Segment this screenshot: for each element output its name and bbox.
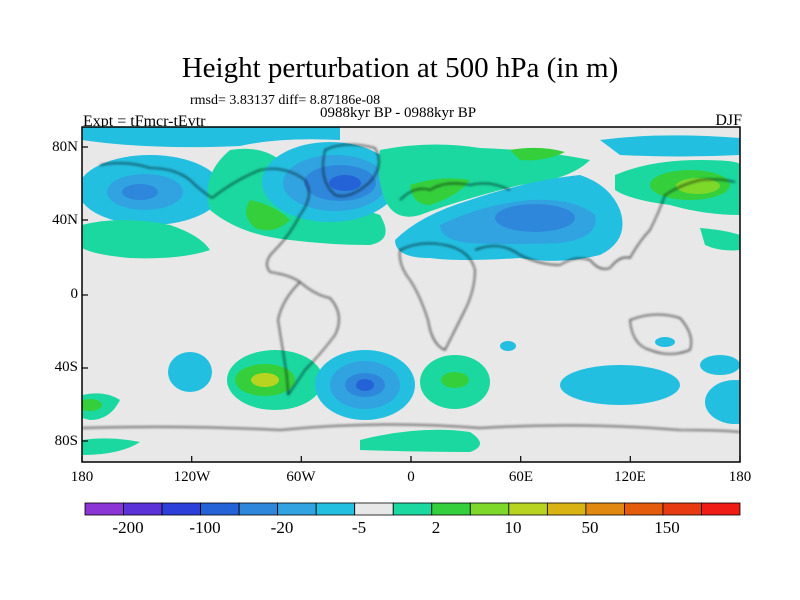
contour-field <box>82 127 740 455</box>
coastline <box>322 144 380 197</box>
colorbar-box <box>701 502 741 516</box>
coastline <box>399 182 511 201</box>
lon-label-120w: 120W <box>173 469 211 485</box>
stats-text: rmsd= 3.83137 diff= 8.87186e-08 <box>190 93 381 108</box>
contour-blob <box>410 178 470 205</box>
colorbar <box>84 502 741 516</box>
contour-blob <box>329 175 361 191</box>
colorbar-box <box>431 502 471 516</box>
colorbar-box <box>354 502 394 516</box>
colorbar-box <box>123 502 163 516</box>
colorbar-label: 2 <box>431 518 441 537</box>
colorbar-box <box>508 502 548 516</box>
experiment-label: Expt = tFmcr-tEvtr <box>83 113 206 130</box>
colorbar-box <box>238 502 279 516</box>
lat-label-80n: 80N <box>52 139 78 155</box>
contour-blob <box>82 127 340 148</box>
contour-blob <box>560 365 680 405</box>
lon-label-60e: 60E <box>508 469 534 485</box>
contour-blob <box>500 341 516 351</box>
colorbar-label: -200 <box>112 518 144 537</box>
colorbar-box <box>546 502 587 516</box>
lon-label-180w: 180 <box>70 469 94 485</box>
coastline <box>99 162 213 199</box>
contour-blob <box>441 372 469 388</box>
season-label: DJF <box>715 112 742 129</box>
contour-blob <box>495 204 575 232</box>
lon-label-180e: 180 <box>728 469 752 485</box>
colorbar-box <box>161 502 201 516</box>
map-title: Height perturbation at 500 hPa (in m) <box>181 52 619 84</box>
colorbar-label: 10 <box>504 518 522 537</box>
contour-blob <box>705 380 740 424</box>
coastline <box>399 242 476 351</box>
contour-blob <box>356 379 374 391</box>
contour-blob <box>251 373 279 387</box>
lat-label-40s: 40S <box>54 359 78 375</box>
contour-blob <box>82 399 102 411</box>
coastline <box>629 314 692 355</box>
colorbar-label: -5 <box>351 518 367 537</box>
colorbar-box <box>585 502 625 516</box>
contour-blob <box>82 438 140 455</box>
contour-blob <box>246 200 290 231</box>
colorbar-box <box>200 502 240 516</box>
coastline <box>82 423 740 433</box>
lat-tick-marks <box>82 146 88 442</box>
contour-blob <box>700 228 740 251</box>
colorbar-box <box>624 502 664 516</box>
contour-blob <box>168 352 212 392</box>
colorbar-box <box>84 502 124 516</box>
lat-label-80s: 80S <box>54 433 78 449</box>
period-label: 0988kyr BP - 0988kyr BP <box>320 105 477 121</box>
coastline <box>287 281 340 396</box>
coastlines <box>82 144 740 433</box>
contour-blob <box>600 135 740 157</box>
lat-label-40n: 40N <box>52 212 78 228</box>
colorbar-label: 50 <box>581 518 599 537</box>
contour-blob <box>676 178 720 194</box>
colorbar-box <box>662 502 702 516</box>
colorbar-box <box>277 502 317 516</box>
lon-tick-marks <box>81 456 741 462</box>
lat-label-0: 0 <box>70 286 79 302</box>
contour-blob <box>82 220 210 259</box>
colorbar-box <box>315 502 356 516</box>
colorbar-label: -20 <box>270 518 294 537</box>
coastline <box>474 178 736 270</box>
colorbar-label: -100 <box>189 518 221 537</box>
lon-label-0: 0 <box>407 469 415 485</box>
coastline <box>277 281 301 396</box>
colorbar-box <box>392 502 433 516</box>
contour-blob <box>655 337 675 347</box>
contour-blob <box>510 147 565 161</box>
colorbar-box <box>469 502 510 516</box>
coastline <box>211 168 310 283</box>
contour-blob <box>122 184 158 200</box>
contour-blob <box>700 355 740 375</box>
lon-label-60w: 60W <box>286 469 316 485</box>
lon-label-120e: 120E <box>614 469 646 485</box>
contour-blob <box>360 429 480 452</box>
colorbar-label: 150 <box>654 518 680 537</box>
